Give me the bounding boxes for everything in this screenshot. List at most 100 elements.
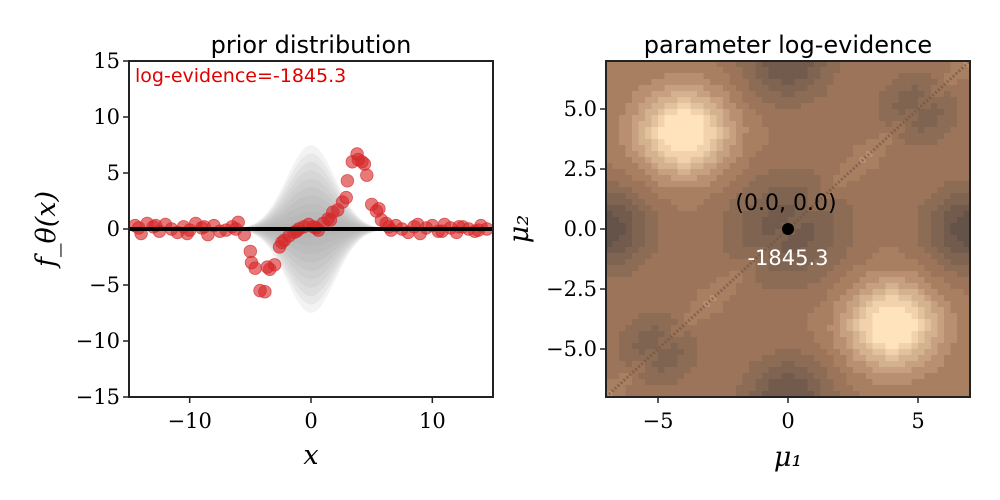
heatmap-cell [846, 247, 854, 254]
heatmap-cell [937, 217, 945, 224]
heatmap-cell [755, 187, 763, 194]
heatmap-cell [755, 217, 763, 224]
heatmap-cell [645, 343, 653, 350]
heatmap-cell [755, 193, 763, 200]
heatmap-cell [840, 91, 848, 98]
heatmap-cell [638, 97, 646, 104]
heatmap-cell [651, 109, 659, 116]
heatmap-cell [853, 181, 861, 188]
heatmap-cell [885, 97, 893, 104]
heatmap-cell [651, 259, 659, 266]
heatmap-cell [632, 187, 640, 194]
heatmap-cell [820, 301, 828, 308]
heatmap-cell [963, 127, 970, 134]
heatmap-cell [872, 127, 880, 134]
heatmap-cell [736, 241, 744, 248]
heatmap-cell [729, 181, 737, 188]
heatmap-cell [651, 307, 659, 314]
heatmap-cell [703, 259, 711, 266]
heatmap-cell [677, 67, 685, 74]
heatmap-cell [632, 115, 640, 122]
heatmap-cell [820, 223, 828, 230]
heatmap-cell [924, 163, 932, 170]
heatmap-cell [931, 289, 939, 296]
heatmap-cell [619, 337, 627, 344]
heatmap-cell [827, 277, 835, 284]
heatmap-cell [677, 79, 685, 86]
heatmap-cell [814, 229, 822, 236]
heatmap-cell [905, 67, 913, 74]
heatmap-cell [963, 343, 970, 350]
heatmap-cell [918, 325, 926, 332]
heatmap-cell [775, 67, 783, 74]
heatmap-cell [658, 283, 666, 290]
heatmap-cell [937, 319, 945, 326]
heatmap-cell [788, 247, 796, 254]
heatmap-cell [794, 205, 802, 212]
heatmap-cell [716, 109, 724, 116]
heatmap-cell [742, 223, 750, 230]
heatmap-cell [931, 211, 939, 218]
heatmap-cell [762, 373, 770, 380]
heatmap-cell [911, 121, 919, 128]
heatmap-cell [612, 271, 620, 278]
heatmap-cell [892, 385, 900, 392]
heatmap-cell [710, 79, 718, 86]
heatmap-cell [924, 157, 932, 164]
heatmap-cell [846, 169, 854, 176]
heatmap-cell [677, 295, 685, 302]
heatmap-cell [703, 361, 711, 368]
heatmap-cell [755, 253, 763, 260]
heatmap-cell [794, 175, 802, 182]
heatmap-cell [827, 385, 835, 392]
heatmap-cell [918, 85, 926, 92]
heatmap-cell [905, 277, 913, 284]
heatmap-cell [638, 319, 646, 326]
heatmap-cell [911, 307, 919, 314]
heatmap-cell [632, 391, 640, 397]
heatmap-cell [781, 217, 789, 224]
heatmap-cell [736, 223, 744, 230]
heatmap-cell [853, 121, 861, 128]
heatmap-cell [937, 331, 945, 338]
heatmap-cell [723, 121, 731, 128]
heatmap-cell [690, 133, 698, 140]
heatmap-cell [853, 253, 861, 260]
heatmap-cell [801, 145, 809, 152]
heatmap-cell [957, 199, 965, 206]
heatmap-cell [937, 193, 945, 200]
heatmap-cell [905, 85, 913, 92]
heatmap-cell [703, 373, 711, 380]
heatmap-cell [645, 133, 653, 140]
heatmap-cell [859, 307, 867, 314]
heatmap-cell [736, 127, 744, 134]
heatmap-cell [742, 211, 750, 218]
heatmap-cell [788, 337, 796, 344]
heatmap-cell [807, 319, 815, 326]
heatmap-cell [905, 331, 913, 338]
heatmap-cell [950, 103, 958, 110]
heatmap-cell [911, 355, 919, 362]
heatmap-cell [918, 151, 926, 158]
heatmap-cell [710, 265, 718, 272]
heatmap-cell [729, 211, 737, 218]
heatmap-cell [794, 295, 802, 302]
heatmap-cell [924, 103, 932, 110]
heatmap-cell [703, 121, 711, 128]
left-panel: prior distribution log-evidence=-1845.3 … [31, 31, 494, 471]
heatmap-cell [677, 259, 685, 266]
heatmap-cell [697, 223, 705, 230]
heatmap-cell [944, 181, 952, 188]
heatmap-cell [677, 307, 685, 314]
heatmap-cell [664, 121, 672, 128]
heatmap-cell [918, 283, 926, 290]
heatmap-cell [703, 355, 711, 362]
heatmap-cell [768, 73, 776, 80]
heatmap-cell [950, 343, 958, 350]
heatmap-cell [898, 127, 906, 134]
heatmap-cell [677, 373, 685, 380]
heatmap-cell [619, 79, 627, 86]
heatmap-cell [645, 169, 653, 176]
heatmap-cell [638, 199, 646, 206]
heatmap-cell [742, 79, 750, 86]
